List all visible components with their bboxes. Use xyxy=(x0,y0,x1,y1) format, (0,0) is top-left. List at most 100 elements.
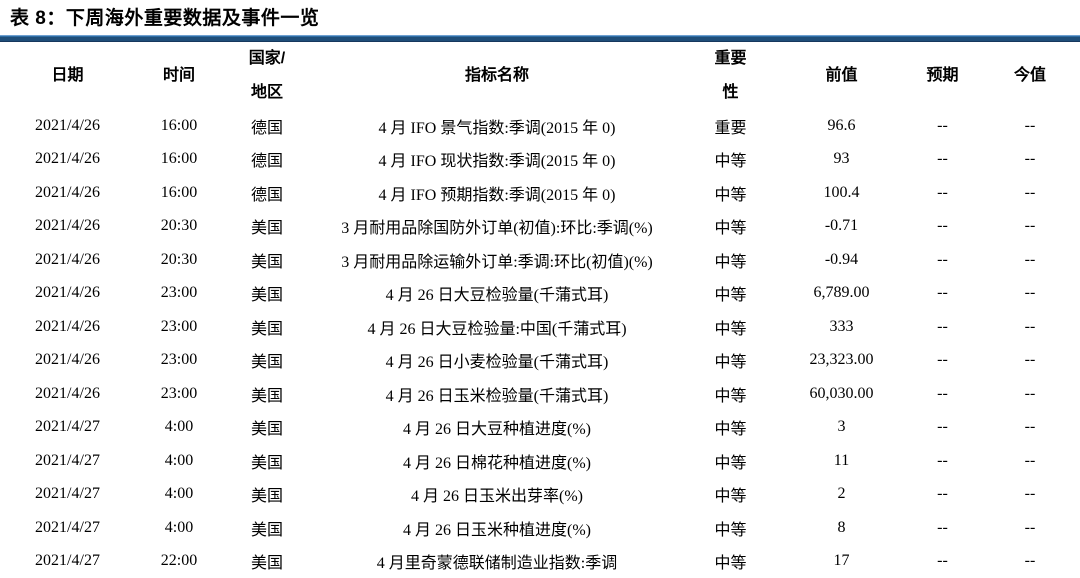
cell-forecast: -- xyxy=(937,284,948,302)
cell-forecast: -- xyxy=(937,116,948,134)
cell-indicator: 4 月 26 日大豆种植进度(%) xyxy=(403,421,591,439)
table-row: 2021/4/27 4:00 美国 4 月 26 日大豆种植进度(%) 中等 3 -- -- xyxy=(0,411,1080,445)
cell-time: 4:00 xyxy=(164,518,194,536)
cell-forecast: -- xyxy=(937,150,948,168)
cell-forecast: -- xyxy=(937,485,948,503)
cell-indicator: 3 月耐用品除国防外订单(初值):环比:季调(%) xyxy=(341,220,653,238)
cell-prior: 60,030.00 xyxy=(809,384,874,402)
cell-importance: 中等 xyxy=(714,488,747,506)
cell-forecast: -- xyxy=(937,418,948,436)
cell-date: 2021/4/26 xyxy=(35,284,100,302)
cell-prior: 333 xyxy=(829,317,854,335)
cell-prior: 17 xyxy=(833,552,850,570)
cell-prior: -0.94 xyxy=(824,250,859,268)
cell-importance: 中等 xyxy=(714,454,747,472)
cell-prior: 11 xyxy=(833,451,850,469)
title-divider xyxy=(0,35,1080,42)
table-row: 2021/4/26 20:30 美国 3 月耐用品除运输外订单:季调:环比(初值)(%… xyxy=(0,243,1080,277)
cell-indicator: 4 月 IFO 现状指数:季调(2015 年 0) xyxy=(378,153,616,171)
cell-indicator: 4 月 26 日棉花种植进度(%) xyxy=(403,454,591,472)
cell-time: 16:00 xyxy=(160,116,198,134)
cell-region: 美国 xyxy=(250,555,283,573)
cell-time: 20:30 xyxy=(160,250,198,268)
cell-time: 4:00 xyxy=(164,451,194,469)
cell-date: 2021/4/27 xyxy=(35,451,100,469)
divider-thick-line xyxy=(0,37,1080,41)
cell-importance: 中等 xyxy=(714,387,747,405)
cell-region: 美国 xyxy=(250,387,283,405)
cell-region: 美国 xyxy=(250,421,283,439)
cell-current: -- xyxy=(1024,451,1036,469)
header-current-value: 今值 xyxy=(1013,66,1046,84)
cell-current: -- xyxy=(1024,518,1036,536)
cell-date: 2021/4/26 xyxy=(35,217,100,235)
cell-importance: 重要 xyxy=(714,119,747,137)
cell-current: -- xyxy=(1024,485,1036,503)
table-header-row: 日期 时间 国家/ 地区 指标名称 重要 性 前值 预期 今值 xyxy=(0,42,1080,109)
cell-region: 德国 xyxy=(250,119,283,137)
header-importance: 重要 性 xyxy=(714,50,747,101)
table-row: 2021/4/26 16:00 德国 4 月 IFO 景气指数:季调(2015 年 0… xyxy=(0,109,1080,143)
cell-current: -- xyxy=(1024,150,1036,168)
cell-time: 23:00 xyxy=(160,384,198,402)
cell-forecast: -- xyxy=(937,351,948,369)
cell-prior: 2 xyxy=(837,485,846,503)
cell-time: 4:00 xyxy=(164,485,194,503)
cell-importance: 中等 xyxy=(714,421,747,439)
cell-importance: 中等 xyxy=(714,354,747,372)
cell-importance: 中等 xyxy=(714,555,747,573)
cell-region: 美国 xyxy=(250,220,283,238)
cell-time: 20:30 xyxy=(160,217,198,235)
cell-region: 美国 xyxy=(250,454,283,472)
cell-region: 美国 xyxy=(250,320,283,338)
cell-time: 22:00 xyxy=(160,552,198,570)
cell-time: 16:00 xyxy=(160,150,198,168)
cell-current: -- xyxy=(1024,418,1036,436)
cell-date: 2021/4/26 xyxy=(35,384,100,402)
cell-indicator: 3 月耐用品除运输外订单:季调:环比(初值)(%) xyxy=(341,253,653,271)
cell-region: 美国 xyxy=(250,521,283,539)
cell-prior: 23,323.00 xyxy=(809,351,874,369)
table-row: 2021/4/26 23:00 美国 4 月 26 日大豆检验量(千蒲式耳) 中等 6,7… xyxy=(0,277,1080,311)
cell-date: 2021/4/27 xyxy=(35,418,100,436)
cell-importance: 中等 xyxy=(714,220,747,238)
cell-time: 16:00 xyxy=(160,183,198,201)
cell-date: 2021/4/26 xyxy=(35,317,100,335)
table-row: 2021/4/27 4:00 美国 4 月 26 日棉花种植进度(%) 中等 11 -- -- xyxy=(0,444,1080,478)
table-row: 2021/4/27 4:00 美国 4 月 26 日玉米出芽率(%) 中等 2 -- -- xyxy=(0,478,1080,512)
cell-current: -- xyxy=(1024,116,1036,134)
cell-indicator: 4 月 IFO 预期指数:季调(2015 年 0) xyxy=(378,186,616,204)
header-time: 时间 xyxy=(162,66,195,84)
cell-current: -- xyxy=(1024,351,1036,369)
cell-indicator: 4 月里奇蒙德联储制造业指数:季调 xyxy=(376,555,618,573)
table-body: 2021/4/26 16:00 德国 4 月 IFO 景气指数:季调(2015 年 0… xyxy=(0,109,1080,578)
cell-current: -- xyxy=(1024,317,1036,335)
cell-indicator: 4 月 26 日玉米出芽率(%) xyxy=(411,488,583,506)
cell-current: -- xyxy=(1024,284,1036,302)
cell-date: 2021/4/26 xyxy=(35,250,100,268)
cell-date: 2021/4/27 xyxy=(35,485,100,503)
cell-prior: 93 xyxy=(833,150,850,168)
cell-region: 美国 xyxy=(250,253,283,271)
cell-forecast: -- xyxy=(937,552,948,570)
header-forecast-value: 预期 xyxy=(926,66,959,84)
cell-prior: 8 xyxy=(837,518,846,536)
cell-region: 德国 xyxy=(250,153,283,171)
cell-prior: 3 xyxy=(837,418,846,436)
cell-importance: 中等 xyxy=(714,521,747,539)
cell-forecast: -- xyxy=(937,518,948,536)
divider-mid-line xyxy=(0,36,1080,37)
cell-time: 23:00 xyxy=(160,284,198,302)
divider-light-line xyxy=(0,35,1080,36)
cell-prior: 6,789.00 xyxy=(813,284,870,302)
cell-indicator: 4 月 IFO 景气指数:季调(2015 年 0) xyxy=(378,119,616,137)
cell-date: 2021/4/26 xyxy=(35,183,100,201)
cell-time: 23:00 xyxy=(160,317,198,335)
cell-importance: 中等 xyxy=(714,253,747,271)
cell-indicator: 4 月 26 日玉米检验量(千蒲式耳) xyxy=(385,387,609,405)
cell-indicator: 4 月 26 日玉米种植进度(%) xyxy=(403,521,591,539)
cell-forecast: -- xyxy=(937,384,948,402)
cell-date: 2021/4/26 xyxy=(35,351,100,369)
